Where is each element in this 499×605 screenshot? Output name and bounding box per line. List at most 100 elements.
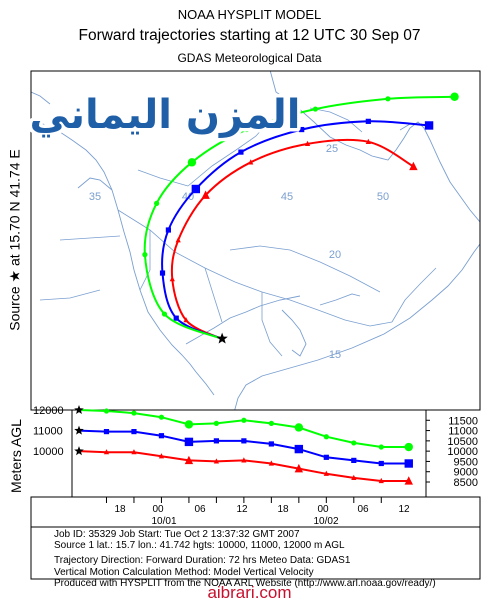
height-start-star xyxy=(74,446,84,456)
time-axis: 18 00 06 12 18 00 06 12 10/01 10/02 xyxy=(105,497,410,527)
height-grid xyxy=(426,419,430,483)
blue-trajectory-marker xyxy=(424,121,434,130)
time-tick-label: 12 xyxy=(236,504,248,515)
green-height-marker xyxy=(323,434,329,440)
height-panel-frame xyxy=(71,409,427,498)
green-height-marker xyxy=(131,410,137,416)
blue-height-marker xyxy=(213,438,219,444)
lat-tick-label: 15 xyxy=(329,349,341,361)
red-height-line xyxy=(78,450,409,482)
red-height-marker xyxy=(184,455,194,465)
right-tick-label: 10000 xyxy=(447,446,478,458)
job-info-line: Vertical Motion Calculation Method: Mode… xyxy=(54,566,314,578)
lat-tick-label: 25 xyxy=(326,143,338,155)
green-height-marker xyxy=(378,444,384,450)
green-trajectory-marker xyxy=(161,311,168,317)
lon-tick-label: 50 xyxy=(377,191,389,203)
red-height-marker xyxy=(158,453,165,459)
red-height-marker xyxy=(268,460,274,466)
job-info-line: Produced with HYSPLIT from the NOAA ARL … xyxy=(54,577,436,589)
border xyxy=(261,292,283,357)
green-height-marker xyxy=(404,442,413,452)
blue-height-marker xyxy=(158,433,165,439)
right-tick-label: 11000 xyxy=(448,426,478,438)
time-tick-label: 12 xyxy=(398,504,410,515)
right-tick-label: 9500 xyxy=(454,456,478,468)
green-trajectory-marker xyxy=(385,96,391,102)
blue-height-marker xyxy=(294,444,304,454)
border xyxy=(137,169,189,187)
right-tick-label: 11500 xyxy=(448,415,478,427)
green-trajectory-marker xyxy=(187,158,197,167)
red-trajectory-marker xyxy=(175,237,181,243)
red-height-marker xyxy=(323,470,329,476)
right-tick-label: 8500 xyxy=(454,477,478,489)
info-box xyxy=(30,526,481,580)
border xyxy=(309,107,363,133)
border xyxy=(139,230,151,291)
green-height-marker xyxy=(103,408,110,414)
green-height-marker xyxy=(268,420,274,426)
red-height-marker xyxy=(241,457,247,463)
green-trajectory-marker xyxy=(244,126,250,133)
blue-height-marker xyxy=(404,459,413,468)
blue-height-marker xyxy=(378,460,384,467)
border xyxy=(39,289,101,301)
green-trajectory-marker xyxy=(154,200,160,206)
time-tick-label: 00 xyxy=(152,504,164,515)
blue-trajectory-marker xyxy=(365,118,371,124)
time-tick-label: 18 xyxy=(114,504,126,515)
green-height-marker xyxy=(213,420,219,426)
lat-tick-label: 20 xyxy=(329,249,341,261)
start-height-label: 10000 xyxy=(33,446,64,458)
blue-height-marker xyxy=(351,457,357,463)
coastline xyxy=(281,309,307,357)
border xyxy=(229,245,381,293)
red-height-marker xyxy=(294,463,304,473)
start-height-label: 11000 xyxy=(33,426,63,438)
time-tick-label: 00 xyxy=(317,504,329,515)
coastline xyxy=(185,295,301,345)
red-trajectory-marker xyxy=(169,276,175,282)
red-trajectory-marker xyxy=(409,161,418,171)
blue-height-marker xyxy=(241,438,247,444)
meteo-data-label: GDAS Meteorological Data xyxy=(177,51,322,65)
green-height-marker xyxy=(241,417,247,423)
job-info-line: Trajectory Direction: Forward Duration: … xyxy=(54,555,351,567)
time-tick-label: 06 xyxy=(194,504,206,515)
green-height-marker xyxy=(158,414,165,420)
coastline xyxy=(31,117,197,373)
coastline xyxy=(31,91,51,105)
date-label: 10/01 xyxy=(151,516,176,527)
red-height-marker xyxy=(378,477,384,484)
height-start-star xyxy=(74,425,84,435)
blue-height-marker xyxy=(184,437,194,447)
red-height-marker xyxy=(131,449,137,455)
job-info-line: Job ID: 35329 Job Start: Tue Oct 2 13:37… xyxy=(54,529,300,540)
red-height-marker xyxy=(213,458,219,464)
red-trajectory-marker xyxy=(201,190,210,199)
arabic-logo-text: المزن اليماني xyxy=(30,92,301,138)
border xyxy=(391,267,437,323)
blue-trajectory-marker xyxy=(238,149,244,155)
chart-title: NOAA HYSPLIT MODEL xyxy=(177,7,322,22)
coastline xyxy=(319,293,361,306)
green-height-marker xyxy=(351,440,357,446)
job-info-line: Source 1 lat.: 15.7 lon.: 41.742 hgts: 1… xyxy=(54,540,345,552)
blue-trajectory-marker xyxy=(159,270,166,276)
lon-tick-label: 35 xyxy=(89,191,101,203)
red-trajectory-marker xyxy=(183,317,189,323)
green-height-marker xyxy=(294,423,304,432)
arabic-logo-glow: المزن اليماني xyxy=(30,92,301,138)
watermark: aibrari.com xyxy=(207,583,292,602)
time-axis-frame xyxy=(30,496,481,528)
red-height-marker xyxy=(404,476,413,485)
green-trajectory-marker xyxy=(450,92,459,101)
blue-height-marker xyxy=(131,429,137,435)
height-labels: 1150011000105001000095009000850012000110… xyxy=(33,405,478,489)
border xyxy=(187,119,271,187)
height-lines xyxy=(78,408,413,485)
coastline xyxy=(77,177,113,191)
